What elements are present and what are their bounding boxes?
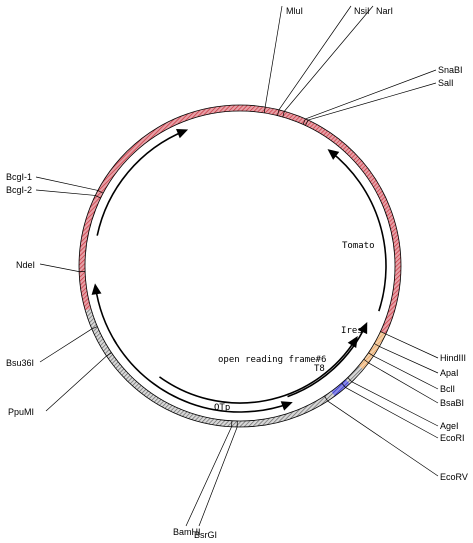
segment-gap (345, 365, 364, 384)
feature-label-otp: OTp (214, 403, 230, 413)
site-label-bsabi: BsaBI (440, 398, 464, 408)
site-label-bcli: BclI (440, 384, 455, 394)
leader-nsii (277, 5, 352, 116)
leader-nari (282, 5, 374, 118)
leader-bcli (368, 352, 439, 390)
site-label-hindiii: HindIII (440, 353, 466, 363)
segment-red-b (79, 276, 92, 311)
segment-red (79, 105, 340, 278)
feature-label-tomato: Tomato (342, 241, 375, 251)
feature-label-orf6: open reading frame#6 (218, 355, 326, 365)
site-label-bcgi-2: BcgI-2 (6, 185, 32, 195)
arrow-tomato (327, 149, 387, 312)
site-label-ndei: NdeI (16, 260, 35, 270)
site-label-sali: SalI (438, 78, 454, 88)
leader-sali (305, 82, 437, 126)
feature-label-t8: T8 (314, 364, 325, 374)
feature-label-ires: Ires (341, 326, 363, 336)
arrow-upper-left (96, 128, 189, 236)
ring-outer-line (78, 104, 402, 428)
leader-agei (347, 377, 439, 427)
feature-arrows (91, 128, 387, 413)
arrow-otp (112, 338, 293, 413)
segment-tomato (335, 139, 402, 335)
site-label-ecori: EcoRI (440, 433, 465, 443)
site-label-bsrgi: BsrGI (194, 530, 217, 540)
leader-ecorv (324, 395, 439, 477)
leader-bsrgi (198, 420, 238, 527)
segment-t8 (331, 379, 350, 397)
leader-apai (374, 343, 439, 374)
site-label-nari: NarI (376, 6, 393, 16)
site-label-bcgi-1: BcgI-1 (6, 172, 32, 182)
leader-bamhi (185, 420, 233, 527)
site-label-snabi: SnaBI (438, 65, 463, 75)
segment-ires (358, 331, 386, 370)
site-label-nsii: NsiI (354, 6, 370, 16)
leader-bcgi-1 (35, 176, 104, 194)
leader-bcgi-2 (35, 189, 101, 199)
leader-hindiii (380, 331, 439, 359)
site-label-agei: AgeI (440, 421, 459, 431)
site-label-apai: ApaI (440, 368, 459, 378)
arrow-orf6 (159, 336, 358, 404)
leader-bsu36i (39, 326, 98, 363)
site-label-mlui: MluI (286, 6, 303, 16)
site-leaders (35, 5, 439, 527)
leader-ppumi (45, 352, 112, 412)
site-label-ppumi: PpuMI (8, 407, 34, 417)
leader-bsabi (363, 359, 439, 404)
leader-mlui (263, 5, 283, 113)
arrow-ires (287, 322, 368, 398)
segment-backbone-b (85, 308, 175, 412)
plasmid-ring (78, 104, 402, 428)
segment-backbone-a (171, 391, 335, 427)
site-label-bsu36i: Bsu36I (6, 358, 34, 368)
site-label-ecorv: EcoRV (440, 472, 468, 482)
leader-ecori (341, 382, 439, 439)
leader-ndei (39, 263, 86, 272)
ring-inner-line (84, 110, 396, 422)
leader-snabi (302, 69, 437, 125)
site-label-bamhi: BamHI (173, 527, 201, 537)
